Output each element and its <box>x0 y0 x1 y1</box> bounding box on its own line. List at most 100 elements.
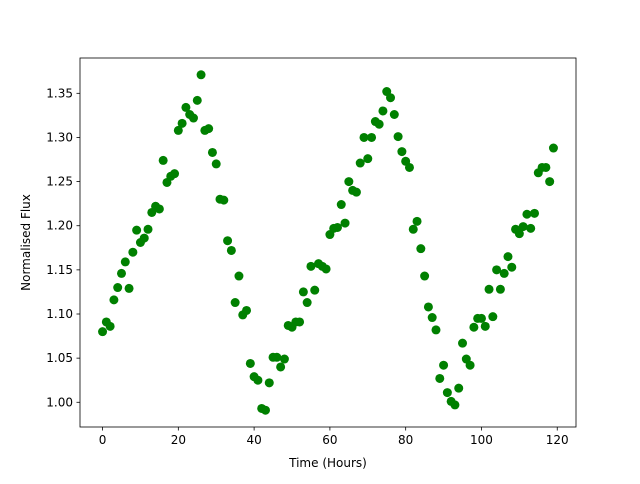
point <box>458 338 468 348</box>
point <box>113 283 123 293</box>
point <box>143 224 153 234</box>
x-tick-label: 100 <box>470 433 493 447</box>
point <box>154 204 164 214</box>
point <box>105 321 115 331</box>
point <box>219 195 229 205</box>
y-tick-label: 1.30 <box>46 130 73 144</box>
point <box>211 159 221 169</box>
point <box>260 405 270 415</box>
point <box>408 224 418 234</box>
x-tick-label: 40 <box>246 433 261 447</box>
point <box>431 325 441 335</box>
x-tick-label: 80 <box>398 433 413 447</box>
y-tick-label: 1.05 <box>46 351 73 365</box>
x-axis-label: Time (Hours) <box>288 456 367 470</box>
y-tick-label: 1.25 <box>46 175 73 189</box>
point <box>454 383 464 393</box>
point <box>173 125 183 135</box>
point <box>321 264 331 274</box>
point <box>435 373 445 383</box>
point <box>340 218 350 228</box>
y-axis-label: Normalised Flux <box>19 194 33 291</box>
point <box>397 147 407 157</box>
point <box>416 244 426 254</box>
point <box>499 268 509 278</box>
x-tick-label: 20 <box>171 433 186 447</box>
point <box>192 95 202 105</box>
point <box>264 378 274 388</box>
point <box>351 187 361 197</box>
point <box>420 271 430 281</box>
point <box>332 222 342 232</box>
point <box>181 102 191 112</box>
point <box>344 177 354 187</box>
point <box>298 287 308 297</box>
point <box>439 360 449 370</box>
point <box>412 216 422 226</box>
point <box>245 358 255 368</box>
point <box>276 362 286 372</box>
point <box>170 169 180 179</box>
point <box>128 247 138 257</box>
point <box>495 284 505 294</box>
point <box>423 302 433 312</box>
point <box>541 162 551 172</box>
point <box>427 313 437 323</box>
point <box>363 154 373 164</box>
point <box>530 208 540 218</box>
point <box>139 233 149 243</box>
point <box>223 236 233 246</box>
point <box>188 113 198 123</box>
point <box>98 327 108 337</box>
point <box>503 252 513 262</box>
point <box>230 298 240 308</box>
point <box>109 295 119 305</box>
point <box>355 158 365 168</box>
x-tick-label: 120 <box>546 433 569 447</box>
point <box>476 313 486 323</box>
point <box>367 132 377 142</box>
point <box>480 321 490 331</box>
point <box>386 93 396 103</box>
point <box>518 222 528 232</box>
point <box>253 375 263 385</box>
y-tick-label: 1.10 <box>46 307 73 321</box>
point <box>177 118 187 128</box>
point <box>393 132 403 142</box>
x-tick-label: 0 <box>99 433 107 447</box>
point <box>124 283 134 293</box>
y-tick-label: 1.35 <box>46 86 73 100</box>
point <box>132 225 142 235</box>
plot-frame <box>79 57 577 428</box>
y-tick-label: 1.15 <box>46 263 73 277</box>
point <box>507 262 517 272</box>
point <box>242 305 252 315</box>
point <box>548 143 558 153</box>
point <box>306 261 316 271</box>
point <box>442 388 452 398</box>
point <box>279 354 289 364</box>
point <box>469 322 479 332</box>
point <box>336 200 346 210</box>
point <box>465 360 475 370</box>
point <box>302 298 312 308</box>
point <box>272 352 282 362</box>
x-tick-label: 60 <box>322 433 337 447</box>
point <box>374 119 384 129</box>
point <box>484 284 494 294</box>
point <box>389 109 399 119</box>
y-tick-label: 1.20 <box>46 219 73 233</box>
point <box>378 106 388 116</box>
point <box>226 245 236 255</box>
point <box>158 155 168 165</box>
point <box>120 257 130 267</box>
point <box>359 132 369 142</box>
point <box>404 162 414 172</box>
y-tick-label: 1.00 <box>46 395 73 409</box>
point <box>514 229 524 239</box>
point <box>234 271 244 281</box>
point <box>310 285 320 295</box>
point <box>526 223 536 233</box>
point <box>207 147 217 157</box>
point <box>545 177 555 187</box>
